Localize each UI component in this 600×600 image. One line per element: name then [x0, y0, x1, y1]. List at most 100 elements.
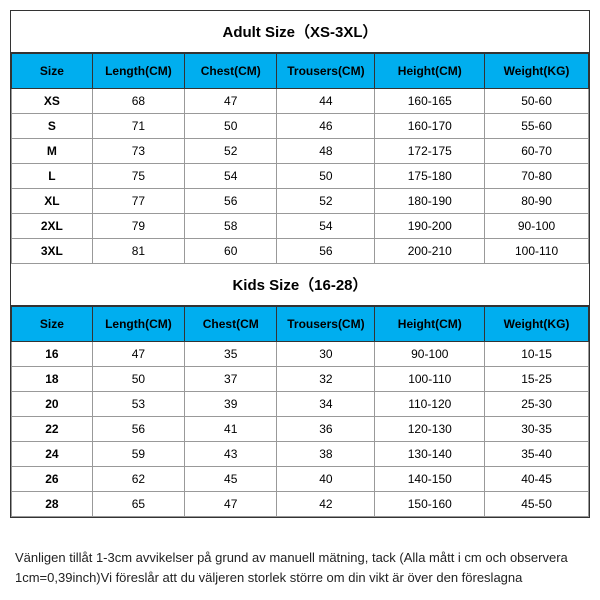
table-cell: 77: [92, 189, 184, 214]
table-cell: 43: [185, 442, 277, 467]
table-row: L755450175-18070-80: [12, 164, 589, 189]
table-cell: 39: [185, 392, 277, 417]
col-length: Length(CM): [92, 307, 184, 342]
table-cell: 150-160: [375, 492, 485, 517]
table-cell: 200-210: [375, 239, 485, 264]
table-cell: 81: [92, 239, 184, 264]
col-weight: Weight(KG): [485, 307, 589, 342]
table-cell: 50: [92, 367, 184, 392]
table-cell: 10-15: [485, 342, 589, 367]
table-cell: 100-110: [375, 367, 485, 392]
table-cell: 79: [92, 214, 184, 239]
table-cell: 37: [185, 367, 277, 392]
table-row: 1647353090-10010-15: [12, 342, 589, 367]
table-cell: 80-90: [485, 189, 589, 214]
table-cell: 45-50: [485, 492, 589, 517]
table-cell: 2XL: [12, 214, 93, 239]
table-cell: 140-150: [375, 467, 485, 492]
table-cell: 180-190: [375, 189, 485, 214]
table-cell: 41: [185, 417, 277, 442]
table-row: M735248172-17560-70: [12, 139, 589, 164]
col-size: Size: [12, 307, 93, 342]
table-cell: 90-100: [375, 342, 485, 367]
col-length: Length(CM): [92, 54, 184, 89]
table-cell: 34: [277, 392, 375, 417]
col-trousers: Trousers(CM): [277, 54, 375, 89]
table-cell: 38: [277, 442, 375, 467]
kids-size-table: Size Length(CM) Chest(CM Trousers(CM) He…: [11, 306, 589, 517]
table-cell: 160-165: [375, 89, 485, 114]
col-size: Size: [12, 54, 93, 89]
table-cell: 59: [92, 442, 184, 467]
table-cell: 47: [185, 89, 277, 114]
table-cell: L: [12, 164, 93, 189]
table-row: 28654742150-16045-50: [12, 492, 589, 517]
table-cell: 50-60: [485, 89, 589, 114]
table-cell: 110-120: [375, 392, 485, 417]
table-cell: 56: [92, 417, 184, 442]
table-cell: 15-25: [485, 367, 589, 392]
table-cell: 90-100: [485, 214, 589, 239]
kids-header-row: Size Length(CM) Chest(CM Trousers(CM) He…: [12, 307, 589, 342]
table-cell: S: [12, 114, 93, 139]
table-row: 18503732100-11015-25: [12, 367, 589, 392]
table-cell: XS: [12, 89, 93, 114]
table-cell: 50: [277, 164, 375, 189]
table-cell: 20: [12, 392, 93, 417]
table-cell: 18: [12, 367, 93, 392]
table-cell: 40: [277, 467, 375, 492]
table-row: XS684744160-16550-60: [12, 89, 589, 114]
table-cell: 190-200: [375, 214, 485, 239]
table-cell: 47: [185, 492, 277, 517]
table-cell: 70-80: [485, 164, 589, 189]
table-cell: 75: [92, 164, 184, 189]
table-cell: 73: [92, 139, 184, 164]
table-row: 26624540140-15040-45: [12, 467, 589, 492]
table-cell: 56: [277, 239, 375, 264]
table-cell: 30-35: [485, 417, 589, 442]
table-row: 3XL816056200-210100-110: [12, 239, 589, 264]
table-cell: 120-130: [375, 417, 485, 442]
col-trousers: Trousers(CM): [277, 307, 375, 342]
table-cell: 24: [12, 442, 93, 467]
table-row: 20533934110-12025-30: [12, 392, 589, 417]
col-chest: Chest(CM: [185, 307, 277, 342]
size-chart-container: Adult Size（XS-3XL） Size Length(CM) Chest…: [10, 10, 590, 518]
table-cell: 55-60: [485, 114, 589, 139]
table-cell: 65: [92, 492, 184, 517]
table-cell: 53: [92, 392, 184, 417]
table-cell: 3XL: [12, 239, 93, 264]
measurement-note: Vänligen tillåt 1-3cm avvikelser på grun…: [10, 548, 590, 587]
table-cell: 44: [277, 89, 375, 114]
table-cell: 40-45: [485, 467, 589, 492]
table-cell: 56: [185, 189, 277, 214]
table-cell: 100-110: [485, 239, 589, 264]
table-cell: 62: [92, 467, 184, 492]
col-height: Height(CM): [375, 307, 485, 342]
table-cell: 22: [12, 417, 93, 442]
col-weight: Weight(KG): [485, 54, 589, 89]
table-row: 24594338130-14035-40: [12, 442, 589, 467]
table-cell: 58: [185, 214, 277, 239]
table-row: XL775652180-19080-90: [12, 189, 589, 214]
col-height: Height(CM): [375, 54, 485, 89]
table-cell: XL: [12, 189, 93, 214]
table-cell: 52: [185, 139, 277, 164]
table-cell: 52: [277, 189, 375, 214]
table-cell: 25-30: [485, 392, 589, 417]
table-cell: 47: [92, 342, 184, 367]
table-cell: 30: [277, 342, 375, 367]
table-cell: 45: [185, 467, 277, 492]
table-cell: 16: [12, 342, 93, 367]
adult-size-table: Size Length(CM) Chest(CM) Trousers(CM) H…: [11, 53, 589, 264]
table-cell: 50: [185, 114, 277, 139]
table-cell: 54: [185, 164, 277, 189]
table-cell: 130-140: [375, 442, 485, 467]
table-cell: 32: [277, 367, 375, 392]
table-cell: 36: [277, 417, 375, 442]
table-cell: 48: [277, 139, 375, 164]
col-chest: Chest(CM): [185, 54, 277, 89]
table-row: S715046160-17055-60: [12, 114, 589, 139]
adult-header-row: Size Length(CM) Chest(CM) Trousers(CM) H…: [12, 54, 589, 89]
table-cell: 175-180: [375, 164, 485, 189]
